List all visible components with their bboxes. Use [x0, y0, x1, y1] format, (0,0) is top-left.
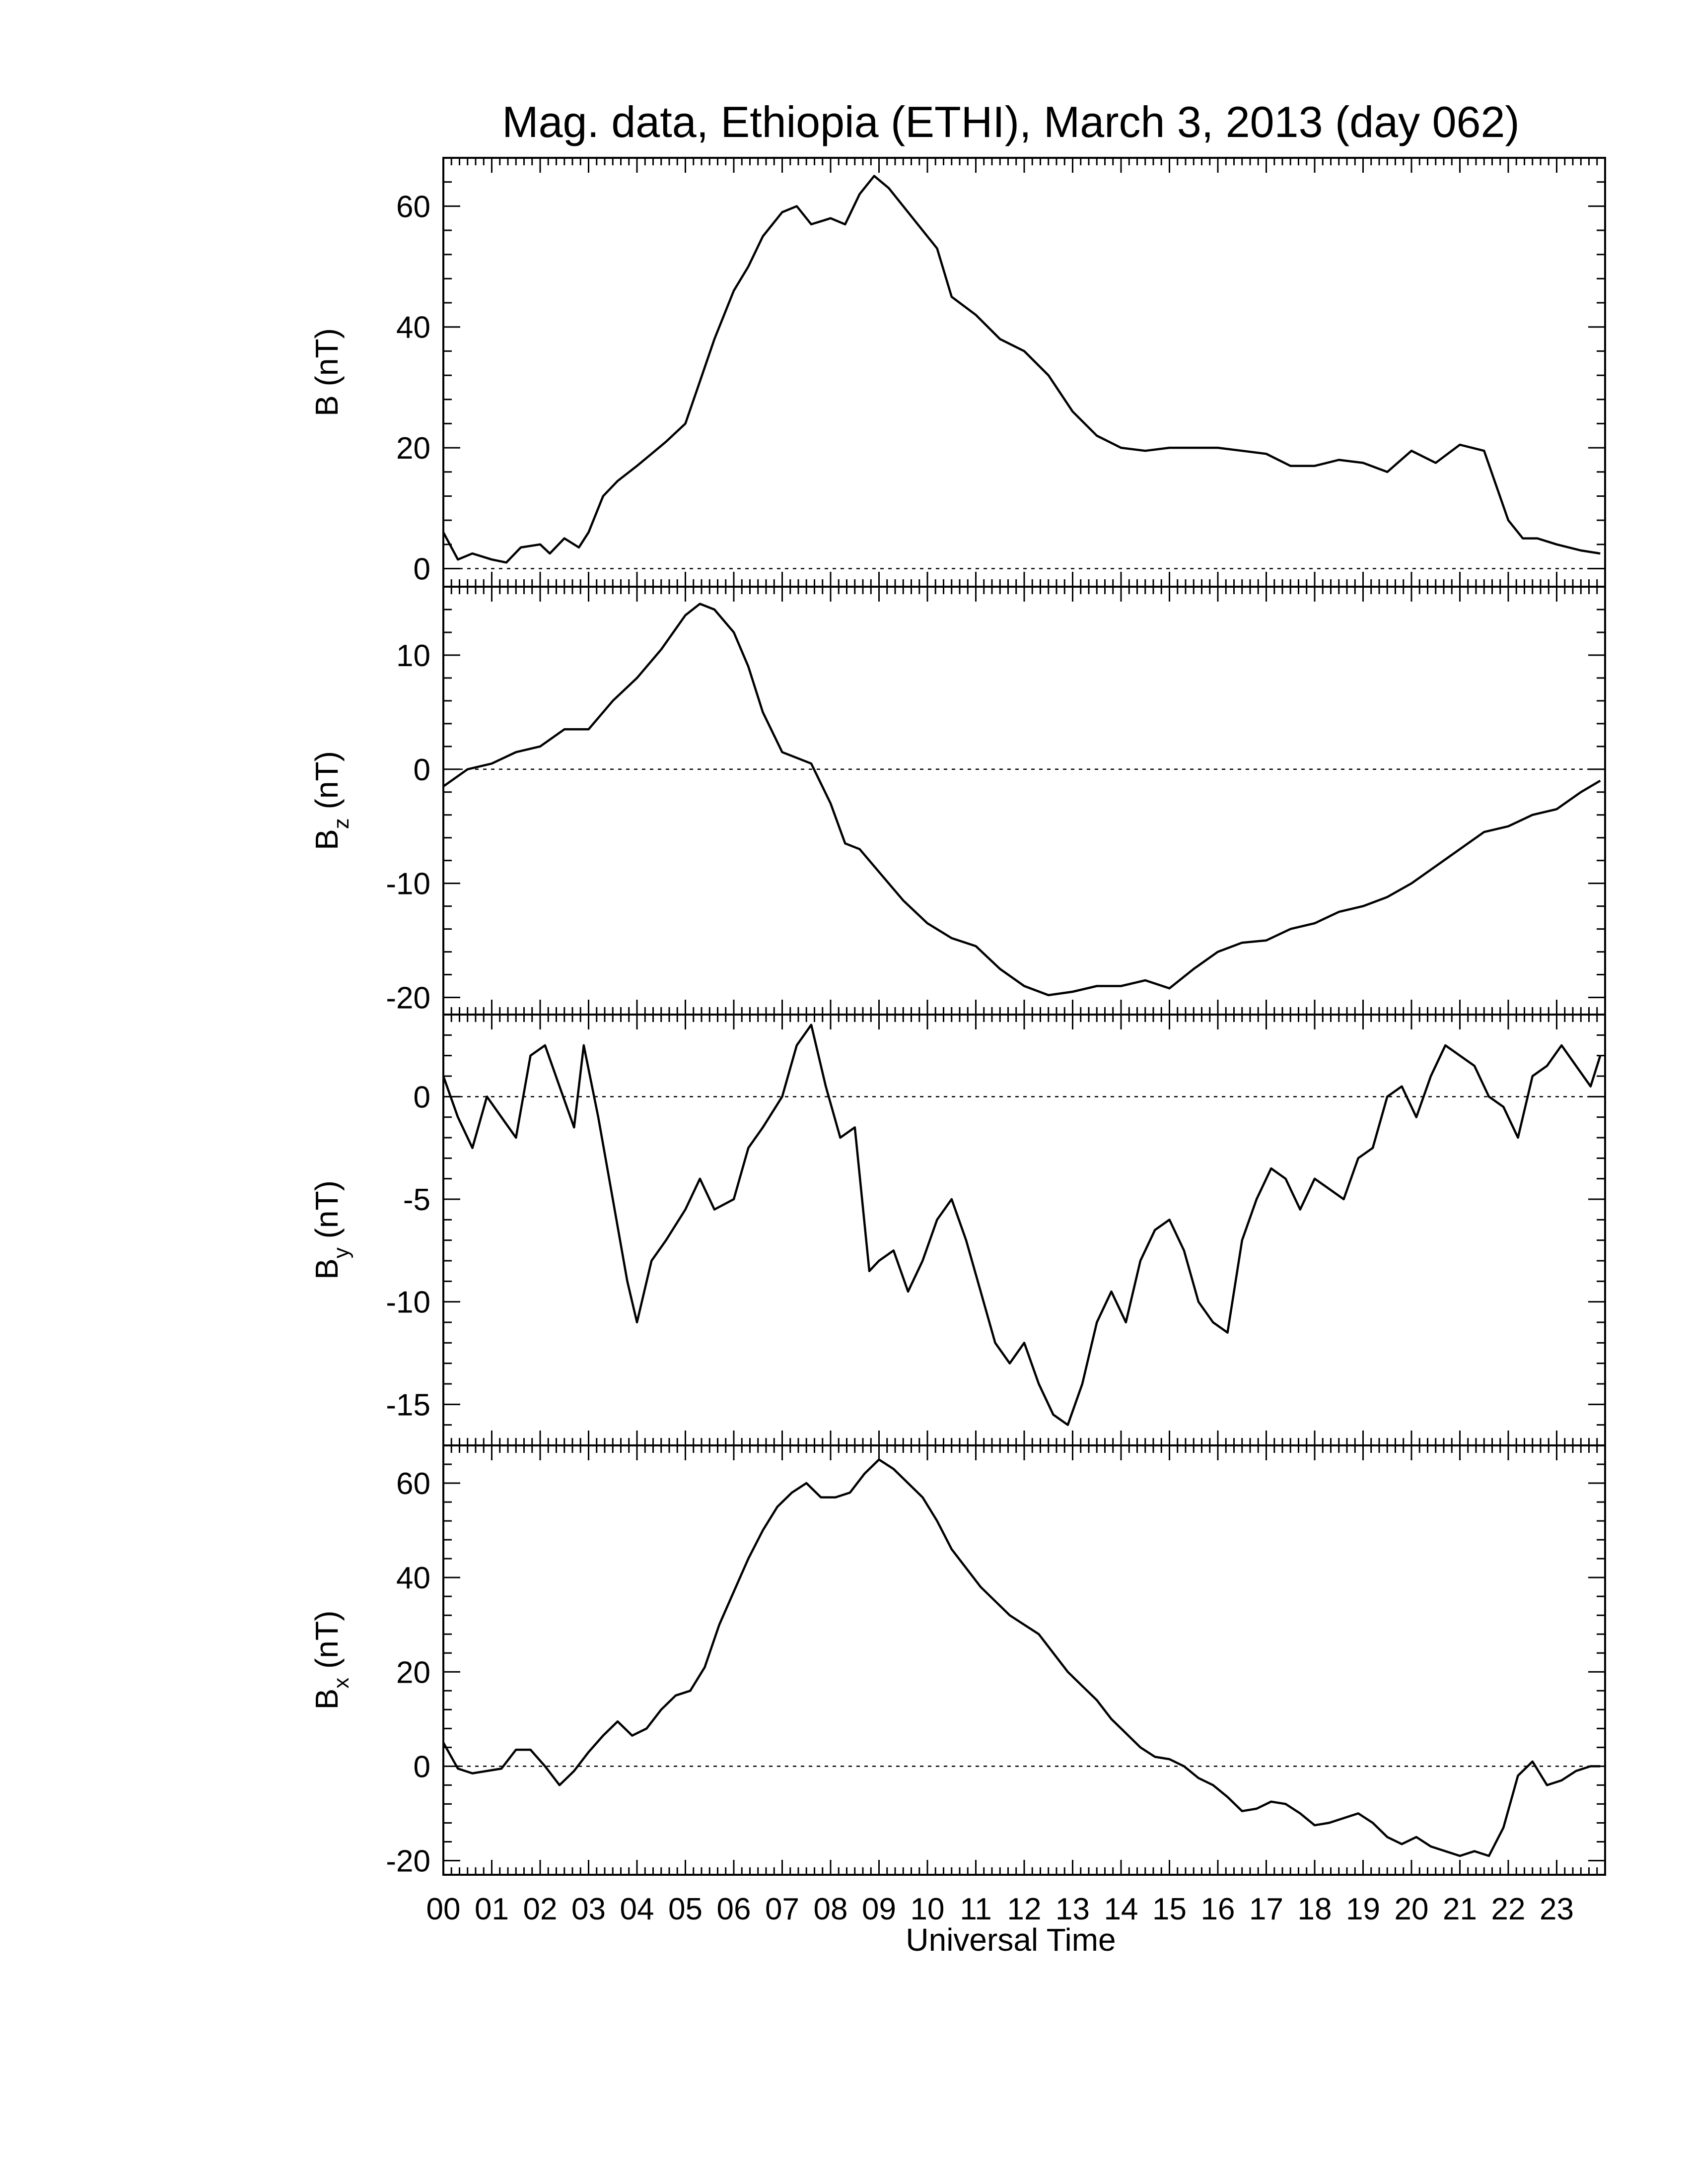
x-tick-label: 11 — [960, 1892, 991, 1926]
panel-b-total: 0 20 40 60 B (nT) — [309, 157, 1606, 588]
x-tick-label: 08 — [814, 1892, 848, 1926]
x-tick-label: 02 — [523, 1892, 558, 1926]
y-tick-label: 10 — [396, 639, 430, 673]
panel-b-total-y-axis-label: B (nT) — [309, 328, 345, 416]
y-tick-label: 0 — [414, 753, 430, 787]
panel-by-y-axis-label: By (nT) — [309, 1180, 353, 1280]
y-tick-label: 0 — [414, 1750, 430, 1784]
x-tick-label: 15 — [1152, 1892, 1187, 1926]
x-tick-label: 01 — [475, 1892, 509, 1926]
panel-bx: -20 0 20 40 60 Bx (nT) — [309, 1444, 1606, 1878]
x-tick-label: 18 — [1298, 1892, 1332, 1926]
x-tick-label: 20 — [1395, 1892, 1429, 1926]
y-tick-label: -20 — [386, 1844, 430, 1878]
x-tick-label: 12 — [1007, 1892, 1042, 1926]
panel-bx-series-line — [442, 1458, 1601, 1857]
panel-b-total-series-line — [442, 175, 1601, 564]
x-tick-label: 00 — [426, 1892, 461, 1926]
y-tick-label: 20 — [396, 431, 430, 466]
panel-b-total-frame — [442, 157, 1606, 588]
x-tick-label: 16 — [1201, 1892, 1235, 1926]
panel-by: -15 -10 -5 0 By (nT) — [309, 1014, 1606, 1446]
panel-bz-series-line — [442, 603, 1601, 997]
panel-bz-y-axis-label: Bz (nT) — [309, 751, 353, 850]
x-tick-label: 21 — [1443, 1892, 1477, 1926]
x-tick-label: 05 — [668, 1892, 703, 1926]
x-tick-label: 14 — [1104, 1892, 1138, 1926]
panel-bz: -20 -10 0 10 Bz (nT) — [309, 586, 1606, 1016]
panel-by-series-line — [442, 1024, 1602, 1426]
x-tick-label: 09 — [862, 1892, 896, 1926]
y-tick-label: -5 — [403, 1183, 430, 1217]
panel-bz-frame — [442, 586, 1606, 1016]
y-tick-label: -15 — [386, 1388, 430, 1422]
y-tick-label: 40 — [396, 311, 430, 345]
panel-bx-y-axis-label: Bx (nT) — [309, 1611, 353, 1710]
y-tick-label: 60 — [396, 190, 430, 224]
x-tick-label: 04 — [620, 1892, 654, 1926]
y-tick-label: -10 — [386, 1286, 430, 1320]
panels-group: 0 20 40 60 B (nT) -20 -10 0 10 Bz (nT) -15 -10 -5 0 By… — [309, 157, 1606, 1878]
y-tick-label: -20 — [386, 981, 430, 1016]
y-tick-label: 0 — [414, 552, 430, 586]
x-tick-label: 22 — [1491, 1892, 1526, 1926]
x-tick-label: 17 — [1249, 1892, 1283, 1926]
y-tick-label: -10 — [386, 867, 430, 901]
y-tick-label: 60 — [396, 1467, 430, 1501]
x-tick-label: 19 — [1346, 1892, 1380, 1926]
x-axis-title: Universal Time — [906, 1922, 1116, 1958]
x-axis-tick-labels: 00 01 02 03 04 05 06 07 08 09 10 11 12 13 14 15 16 17 18 19… — [426, 1892, 1574, 1926]
panel-bx-frame — [442, 1444, 1606, 1876]
x-tick-label: 03 — [571, 1892, 606, 1926]
y-tick-label: 20 — [396, 1655, 430, 1690]
x-tick-label: 23 — [1540, 1892, 1574, 1926]
x-tick-label: 07 — [765, 1892, 799, 1926]
x-tick-label: 06 — [717, 1892, 751, 1926]
x-tick-label: 13 — [1055, 1892, 1090, 1926]
chart-title: Mag. data, Ethiopia (ETHI), March 3, 201… — [502, 97, 1519, 146]
x-tick-label: 10 — [911, 1892, 945, 1926]
y-tick-label: 0 — [414, 1080, 430, 1114]
y-tick-label: 40 — [396, 1561, 430, 1595]
